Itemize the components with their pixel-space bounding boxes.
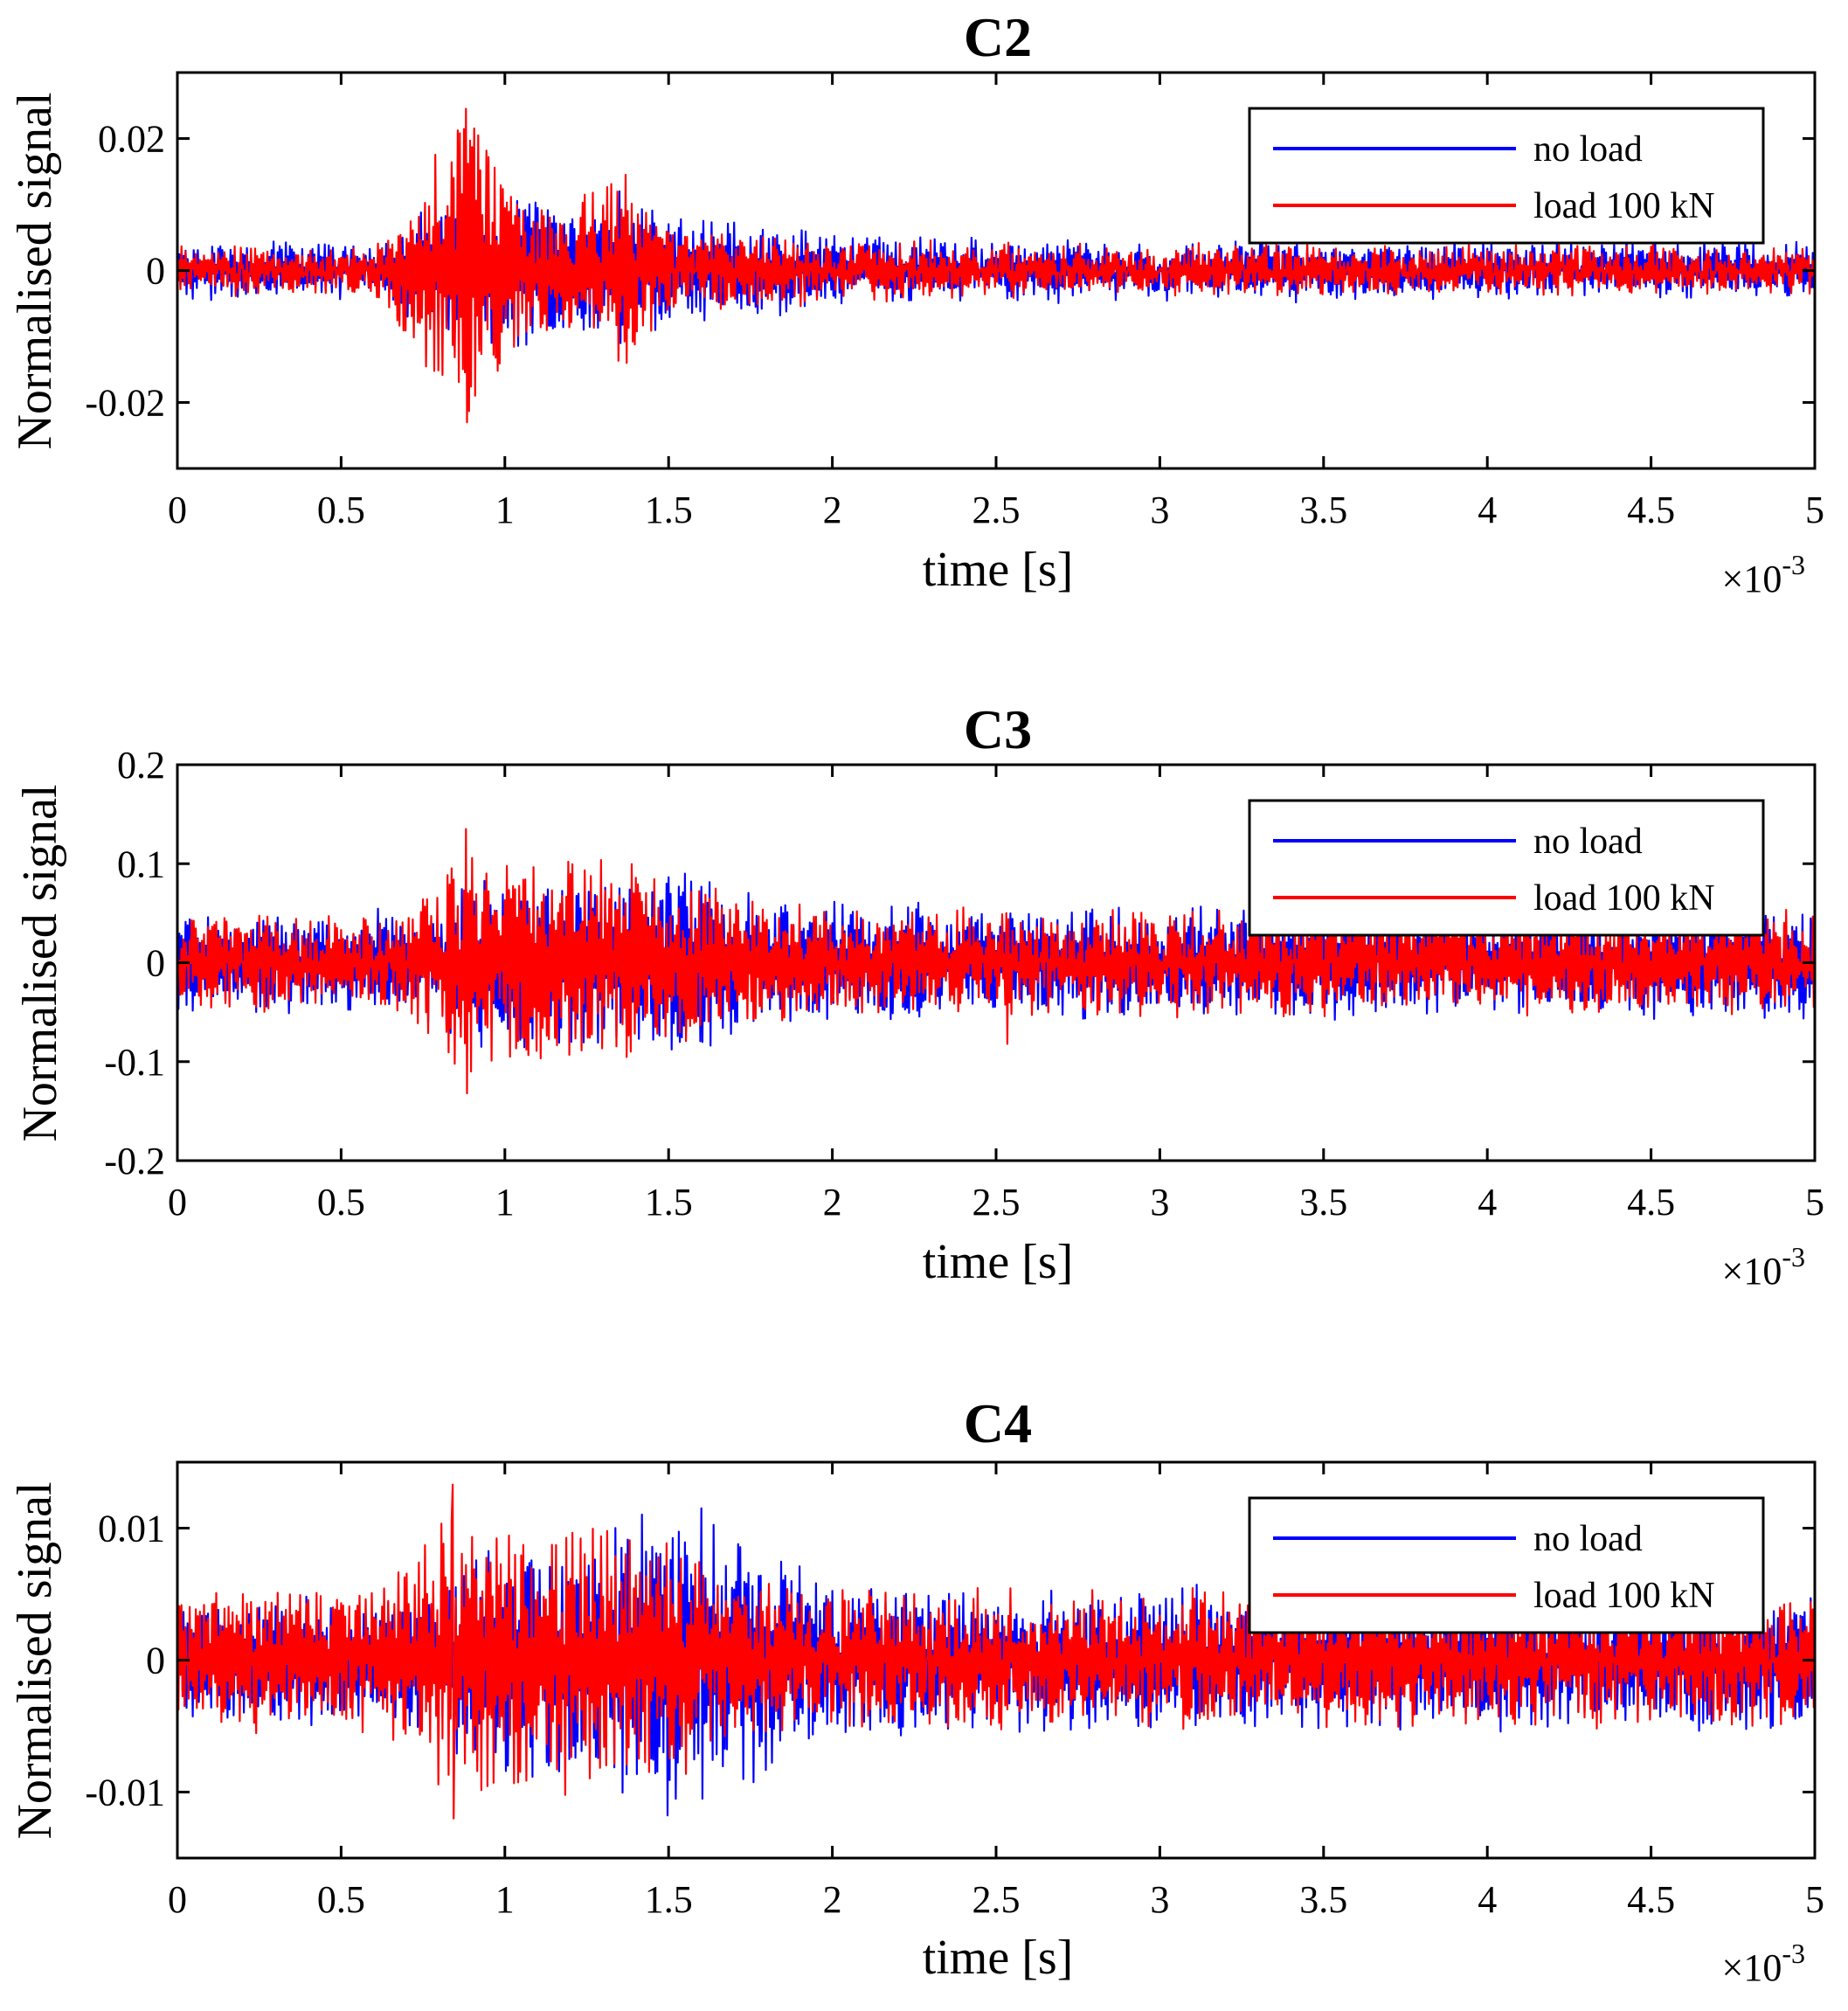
legend: no load load 100 kN <box>1248 1496 1765 1634</box>
series-group <box>177 1483 1815 1820</box>
y-tick-label: -0.02 <box>85 382 165 425</box>
x-tick-label: 2.5 <box>972 1181 1021 1224</box>
x-tick-label: 2 <box>823 1181 842 1224</box>
panel-title: C4 <box>964 1392 1032 1454</box>
y-tick-label: -0.01 <box>85 1772 165 1814</box>
x-tick-label: 5 <box>1805 489 1824 531</box>
legend-label-load: load 100 kN <box>1533 1576 1715 1616</box>
x-tick-label: 4 <box>1478 489 1497 531</box>
x-tick-label: 1 <box>495 1181 515 1224</box>
x-tick-label: 2 <box>823 489 842 531</box>
y-tick-label: 0.02 <box>98 118 165 161</box>
x-tick-label: 4 <box>1478 1181 1497 1224</box>
x-axis-label: time [s] <box>923 543 1074 597</box>
y-tick-label: 0 <box>146 250 165 293</box>
x-tick-label: 0 <box>168 489 187 531</box>
x-exponent-label: ×10-3 <box>1722 1241 1805 1293</box>
ticks-group: 0 0.5 1 1.5 2 2.5 3 3.5 4 4.5 5 -0.01 0 0.01 <box>85 1462 1824 1921</box>
axes-frame-overlay <box>176 71 1817 470</box>
x-tick-label: 0 <box>168 1181 187 1224</box>
x-tick-label: 2 <box>823 1878 842 1921</box>
y-tick-label: 0 <box>146 1640 165 1682</box>
series-line-load-100-kn <box>177 828 1815 1095</box>
series-group <box>177 828 1815 1095</box>
x-tick-label: 3 <box>1150 1878 1169 1921</box>
series-group <box>177 107 1815 424</box>
legend-label-load: load 100 kN <box>1533 878 1715 919</box>
panel-c3: C3 0 0.5 1 1.5 2 2.5 3 3.5 4 4.5 5-0.2-0.100.10.2 … <box>13 698 1824 1293</box>
x-tick-label: 3 <box>1150 1181 1169 1224</box>
x-tick-label: 1.5 <box>645 1878 693 1921</box>
x-tick-label: 1 <box>495 489 515 531</box>
panel-c2: C2 0 0.5 1 1.5 2 2.5 3 3.5 4 4.5 5 -0.02 0 0.02 no lo… <box>8 6 1824 600</box>
axes-frame-overlay <box>176 1460 1817 1860</box>
x-tick-label: 5 <box>1805 1878 1824 1921</box>
x-axis-label: time [s] <box>923 1235 1074 1289</box>
x-exponent-label: ×10-3 <box>1722 549 1805 600</box>
y-tick-label: 0.01 <box>98 1508 165 1550</box>
x-tick-label: 1 <box>495 1878 515 1921</box>
legend-label-no-load: no load <box>1533 129 1643 170</box>
ticks-group: 0 0.5 1 1.5 2 2.5 3 3.5 4 4.5 5 -0.02 0 0.02 <box>85 73 1824 531</box>
y-tick-label: 0 <box>146 942 165 985</box>
ticks-group: 0 0.5 1 1.5 2 2.5 3 3.5 4 4.5 5 -0.2 -0.1 0 0.1 0.2 <box>104 744 1824 1224</box>
y-axis-label: Normalised signal <box>8 1481 62 1839</box>
series-line-load-100-kn <box>177 107 1815 424</box>
x-tick-label: 4.5 <box>1627 489 1675 531</box>
x-axis-label: time [s] <box>923 1931 1074 1985</box>
legend-label-no-load: no load <box>1533 822 1643 862</box>
y-tick-label: -0.2 <box>104 1140 165 1182</box>
legend: no load load 100 kN <box>1248 799 1765 937</box>
x-tick-label: 2.5 <box>972 1878 1021 1921</box>
panel-title: C2 <box>964 6 1032 68</box>
series-line-load-100-kn <box>177 1483 1815 1820</box>
x-tick-label: 3 <box>1150 489 1169 531</box>
x-tick-label: 3.5 <box>1299 1878 1347 1921</box>
legend-label-no-load: no load <box>1533 1519 1643 1559</box>
x-tick-label: 1.5 <box>645 489 693 531</box>
x-tick-label: 3.5 <box>1299 1181 1347 1224</box>
x-tick-label: 1.5 <box>645 1181 693 1224</box>
y-axis-label: Normalised signal <box>8 92 62 449</box>
x-tick-label: 3.5 <box>1299 489 1347 531</box>
panel-c4: C4 0 0.5 1 1.5 2 2.5 3 3.5 4 4.5 5 -0.01 0 0.01 no lo… <box>8 1392 1824 1989</box>
x-tick-label: 5 <box>1805 1181 1824 1224</box>
legend-box <box>1248 799 1765 937</box>
x-tick-label: 2.5 <box>972 489 1021 531</box>
legend-label-load: load 100 kN <box>1533 186 1715 226</box>
x-tick-label: 0 <box>168 1878 187 1921</box>
x-tick-label: 4.5 <box>1627 1878 1675 1921</box>
y-tick-label: -0.1 <box>104 1041 165 1084</box>
axes-frame-overlay <box>176 763 1817 1162</box>
x-tick-label: 0.5 <box>317 1181 365 1224</box>
x-tick-label: 4.5 <box>1627 1181 1675 1224</box>
panel-title: C3 <box>964 698 1032 760</box>
x-tick-label: 4 <box>1478 1878 1497 1921</box>
legend-box <box>1248 1496 1765 1634</box>
legend: no load load 100 kN <box>1248 107 1765 245</box>
x-tick-label: 0.5 <box>317 1878 365 1921</box>
y-axis-label: Normalised signal <box>13 784 67 1141</box>
x-exponent-label: ×10-3 <box>1722 1938 1805 1989</box>
x-tick-label: 0.5 <box>317 489 365 531</box>
legend-box <box>1248 107 1765 245</box>
y-tick-label: 0.2 <box>117 744 165 787</box>
y-tick-label: 0.1 <box>117 843 165 885</box>
